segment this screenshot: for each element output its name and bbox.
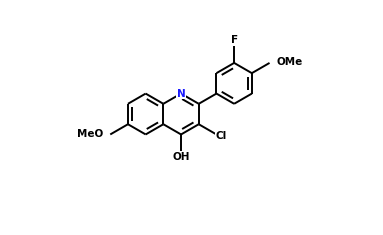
Text: MeO: MeO	[77, 129, 103, 139]
Text: OH: OH	[172, 152, 190, 162]
Text: N: N	[177, 89, 185, 98]
Text: OMe: OMe	[277, 57, 303, 67]
Text: Cl: Cl	[216, 131, 227, 141]
Text: F: F	[231, 35, 238, 45]
